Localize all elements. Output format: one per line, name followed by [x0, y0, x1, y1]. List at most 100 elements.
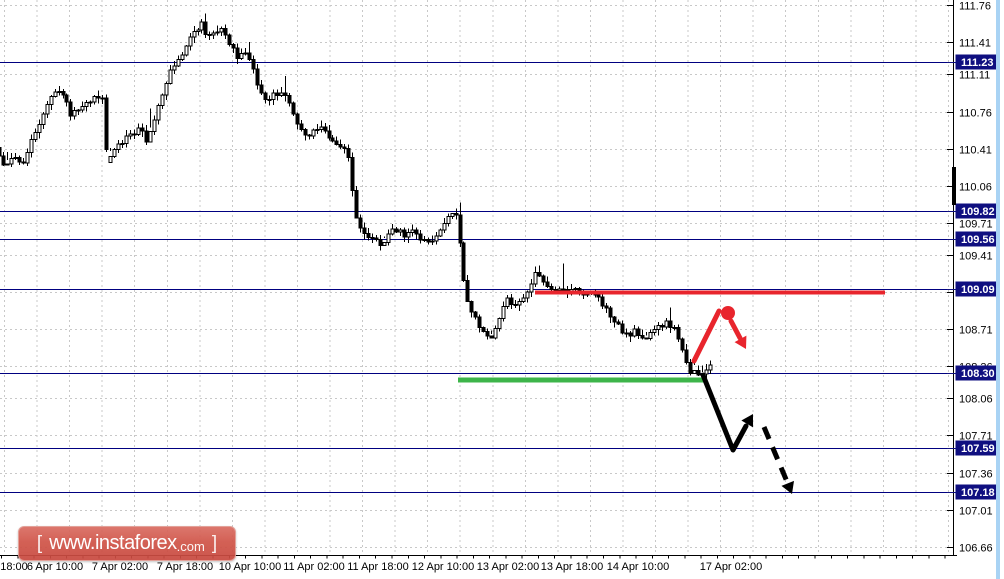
- price-tick-label: 107.71: [959, 431, 993, 443]
- candle-down: [684, 349, 689, 364]
- price-level-badge: 107.18: [947, 484, 999, 500]
- candle-up: [136, 127, 141, 136]
- candle-down: [549, 285, 554, 290]
- candle-down: [223, 28, 228, 36]
- candle-up: [88, 101, 93, 104]
- time-tick-label: 10 Apr 10:00: [219, 561, 281, 573]
- badge-label: 107.59: [961, 443, 995, 455]
- badge-label: 109.82: [961, 206, 995, 218]
- candle-down: [247, 52, 252, 61]
- candle-up: [493, 327, 498, 339]
- candle-down: [465, 279, 470, 303]
- candle-down: [61, 90, 66, 96]
- candle-down: [104, 97, 109, 150]
- candle-up: [497, 317, 502, 329]
- candle-up: [410, 229, 415, 233]
- candle-up: [573, 288, 578, 291]
- candle-up: [76, 109, 81, 112]
- price-axis[interactable]: 111.76 111.41 111.11 110.76 110.41 110.06 109.…: [947, 1, 993, 555]
- candle-down: [541, 275, 546, 283]
- candle-up: [442, 223, 447, 231]
- candle-up: [434, 235, 439, 242]
- price-tick-label: 111.76: [959, 1, 991, 13]
- candle-up: [652, 329, 657, 334]
- candle-up: [446, 215, 451, 225]
- time-axis[interactable]: 18:00 6 Apr 10:00 7 Apr 02:00 7 Apr 18:00 10…: [0, 561, 762, 573]
- price-scale-marker: [952, 167, 956, 205]
- candle-down: [307, 134, 312, 137]
- candle-down: [263, 92, 268, 100]
- candle-down: [612, 316, 617, 323]
- price-level-badge: 107.59: [947, 440, 999, 456]
- candle-down: [414, 229, 419, 235]
- candle-down: [96, 96, 101, 99]
- candle-up: [172, 65, 177, 71]
- badge-label: 108.30: [961, 368, 995, 380]
- candle-up: [100, 97, 105, 100]
- candle-down: [509, 297, 514, 306]
- candle-down: [469, 301, 474, 313]
- candle-up: [708, 364, 713, 371]
- watermark-bracket-left: [: [36, 532, 43, 554]
- candle-down: [275, 92, 280, 97]
- candle-up: [215, 31, 220, 34]
- time-tick-label: 17 Apr 02:00: [700, 561, 762, 573]
- candle-up: [505, 297, 510, 308]
- candle-down: [283, 92, 288, 97]
- red-down-arrowhead: [734, 335, 747, 349]
- badge-box: [955, 203, 999, 219]
- candle-down: [473, 311, 478, 318]
- candle-down: [338, 143, 343, 148]
- candle-up: [521, 297, 526, 303]
- badge-label: 109.56: [961, 234, 995, 246]
- candle-down: [259, 84, 264, 94]
- red-signal-dot[interactable]: [721, 306, 735, 320]
- candle-down: [378, 239, 383, 247]
- candle-down: [132, 133, 137, 136]
- candle-up: [279, 92, 284, 97]
- candle-down: [207, 33, 212, 36]
- candle-down: [402, 229, 407, 238]
- price-tick-label: 111.41: [959, 38, 991, 50]
- candle-up: [168, 69, 173, 84]
- candle-down: [291, 102, 296, 115]
- candle-up: [632, 328, 637, 337]
- candle-up: [45, 104, 50, 115]
- candle-down: [251, 59, 256, 70]
- candle-up: [25, 152, 30, 164]
- badge-label: 107.18: [961, 487, 995, 499]
- candle-up: [148, 131, 153, 143]
- candle-up: [239, 53, 244, 60]
- red-down-arrow[interactable]: [728, 318, 743, 341]
- candle-down: [426, 239, 431, 243]
- time-tick-label: 6 Apr 10:00: [27, 561, 83, 573]
- candle-down: [295, 113, 300, 125]
- red-pullback-line[interactable]: [691, 308, 722, 364]
- time-tick-label: 11 Apr 18:00: [347, 561, 409, 573]
- candle-down: [461, 242, 466, 281]
- candle-up: [192, 31, 197, 38]
- black-projection-arrow[interactable]: [700, 372, 749, 453]
- candle-down: [644, 337, 649, 340]
- watermark-tld: .com: [176, 538, 205, 554]
- price-level-badge: 111.23: [947, 54, 999, 70]
- candle-down: [303, 128, 308, 136]
- candle-down: [489, 335, 494, 339]
- candle-down: [680, 338, 685, 351]
- candle-up: [557, 288, 562, 291]
- candle-up: [450, 213, 455, 217]
- black-dashed-arrow[interactable]: [761, 426, 791, 485]
- candle-up: [53, 91, 58, 97]
- candle-up: [656, 325, 661, 331]
- candle-down: [235, 47, 240, 60]
- time-tick-label: 14 Apr 10:00: [607, 561, 669, 573]
- candle-up: [648, 332, 653, 340]
- candle-up: [319, 126, 324, 131]
- candle-down: [358, 217, 363, 229]
- price-tick-label: 108.06: [959, 394, 993, 406]
- candle-up: [120, 143, 125, 146]
- candle-down: [64, 94, 69, 103]
- candle-up: [533, 272, 538, 285]
- window-edge: [996, 0, 1000, 579]
